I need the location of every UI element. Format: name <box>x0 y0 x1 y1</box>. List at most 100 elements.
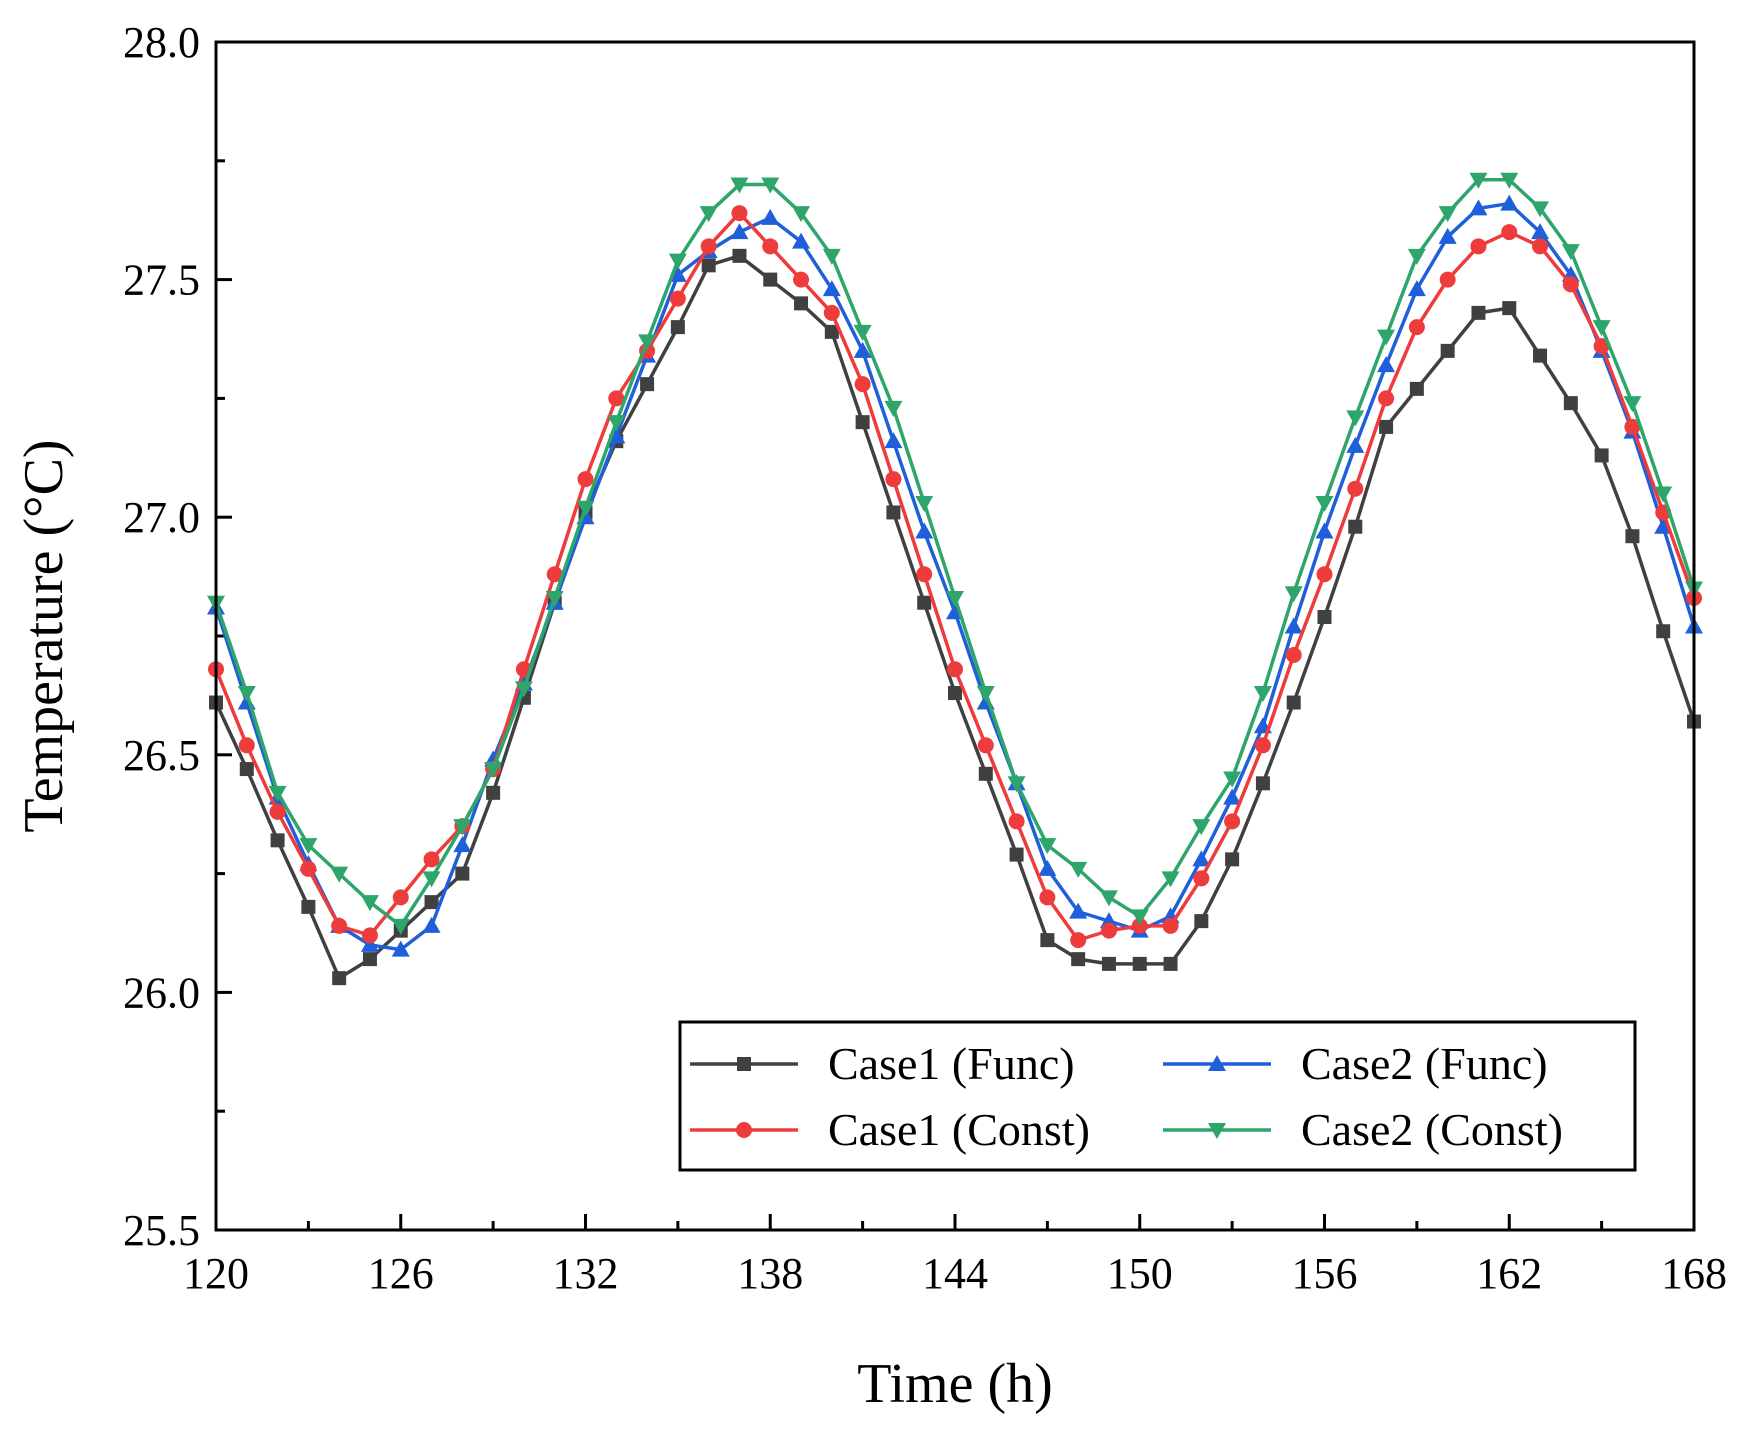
data-point <box>1132 956 1147 971</box>
legend: Case1 (Func) Case2 (Func) Case1 (Const) Cas… <box>678 1020 1637 1172</box>
data-point <box>1377 356 1396 373</box>
data-point <box>422 871 441 888</box>
data-point <box>453 819 472 836</box>
data-point <box>1439 271 1456 288</box>
data-point <box>1284 586 1303 603</box>
data-point <box>238 737 255 754</box>
data-point <box>1594 448 1609 463</box>
data-point <box>1533 348 1548 363</box>
data-point <box>1194 914 1209 929</box>
data-point <box>699 206 718 223</box>
data-point <box>361 927 378 944</box>
legend-item: Case1 (Func) <box>690 1038 1075 1089</box>
data-point <box>1130 909 1149 926</box>
data-point <box>362 952 377 967</box>
data-point <box>853 324 872 341</box>
data-point <box>978 766 993 781</box>
data-point <box>1071 952 1086 967</box>
data-point <box>423 851 440 868</box>
data-point <box>792 206 811 223</box>
data-point <box>854 376 871 393</box>
data-point <box>1377 329 1396 346</box>
y-tick-label: 28.0 <box>123 18 200 67</box>
data-point <box>977 737 994 754</box>
data-point <box>391 940 410 957</box>
data-point <box>1008 813 1025 830</box>
data-point <box>915 522 934 539</box>
y-tick-label: 27.5 <box>123 256 200 305</box>
data-point <box>1162 917 1179 934</box>
data-point <box>853 341 872 358</box>
data-point <box>946 590 964 607</box>
data-point <box>916 566 933 583</box>
data-point <box>1563 396 1578 411</box>
data-point <box>1192 850 1211 867</box>
data-point <box>486 785 501 800</box>
data-point <box>330 866 349 883</box>
x-tick-label: 162 <box>1476 1249 1542 1298</box>
data-point <box>822 280 841 297</box>
x-tick-label: 132 <box>553 1249 619 1298</box>
data-point <box>1438 227 1457 244</box>
data-point <box>1007 776 1026 793</box>
data-point <box>1101 956 1116 971</box>
data-point <box>577 471 594 488</box>
data-point <box>1469 172 1488 189</box>
data-point <box>1224 813 1241 830</box>
data-point <box>1408 319 1425 336</box>
data-point <box>455 866 470 881</box>
data-point <box>1347 480 1364 497</box>
data-point <box>1502 301 1517 316</box>
data-point <box>1471 305 1486 320</box>
data-point <box>669 290 686 307</box>
data-point <box>822 248 841 265</box>
data-point <box>269 803 286 820</box>
data-point <box>300 860 317 877</box>
data-point <box>915 495 934 512</box>
plot-frame <box>214 40 1696 1232</box>
data-point <box>668 265 687 282</box>
data-point <box>453 836 472 853</box>
data-point <box>947 661 963 678</box>
x-tick-label: 150 <box>1107 1249 1173 1298</box>
data-point <box>1161 871 1180 888</box>
data-point <box>332 971 347 986</box>
data-point <box>1625 529 1640 544</box>
data-point <box>1009 847 1024 862</box>
y-tick-label: 26.0 <box>123 968 200 1017</box>
data-point <box>1316 566 1333 583</box>
data-point <box>1070 932 1087 949</box>
data-point <box>824 324 839 339</box>
data-point <box>1038 838 1057 855</box>
data-point <box>948 686 962 701</box>
data-point <box>1039 889 1056 906</box>
data-point <box>1531 201 1550 218</box>
data-point <box>331 917 348 934</box>
data-point <box>1069 861 1088 878</box>
data-point <box>1284 617 1303 634</box>
data-point <box>1500 194 1519 211</box>
data-point <box>638 334 657 351</box>
data-point <box>763 272 778 287</box>
data-point <box>1532 238 1549 255</box>
data-point <box>1254 737 1271 754</box>
data-point <box>1593 338 1610 355</box>
data-point <box>668 253 687 270</box>
data-point <box>1286 695 1301 710</box>
data-point <box>1407 248 1426 265</box>
legend-item: Case2 (Func) <box>1163 1038 1548 1089</box>
legend-label: Case1 (Const) <box>828 1104 1090 1155</box>
series-4 <box>207 172 1703 935</box>
data-point <box>730 177 749 194</box>
x-tick-label: 120 <box>183 1249 249 1298</box>
data-point <box>1192 819 1211 836</box>
data-point <box>1193 870 1210 887</box>
data-point <box>1438 206 1457 223</box>
y-tick-label: 27.0 <box>123 493 200 542</box>
data-point <box>360 895 379 912</box>
data-point <box>823 304 840 321</box>
data-point <box>731 205 748 222</box>
data-point <box>270 833 285 848</box>
data-point <box>391 918 410 935</box>
